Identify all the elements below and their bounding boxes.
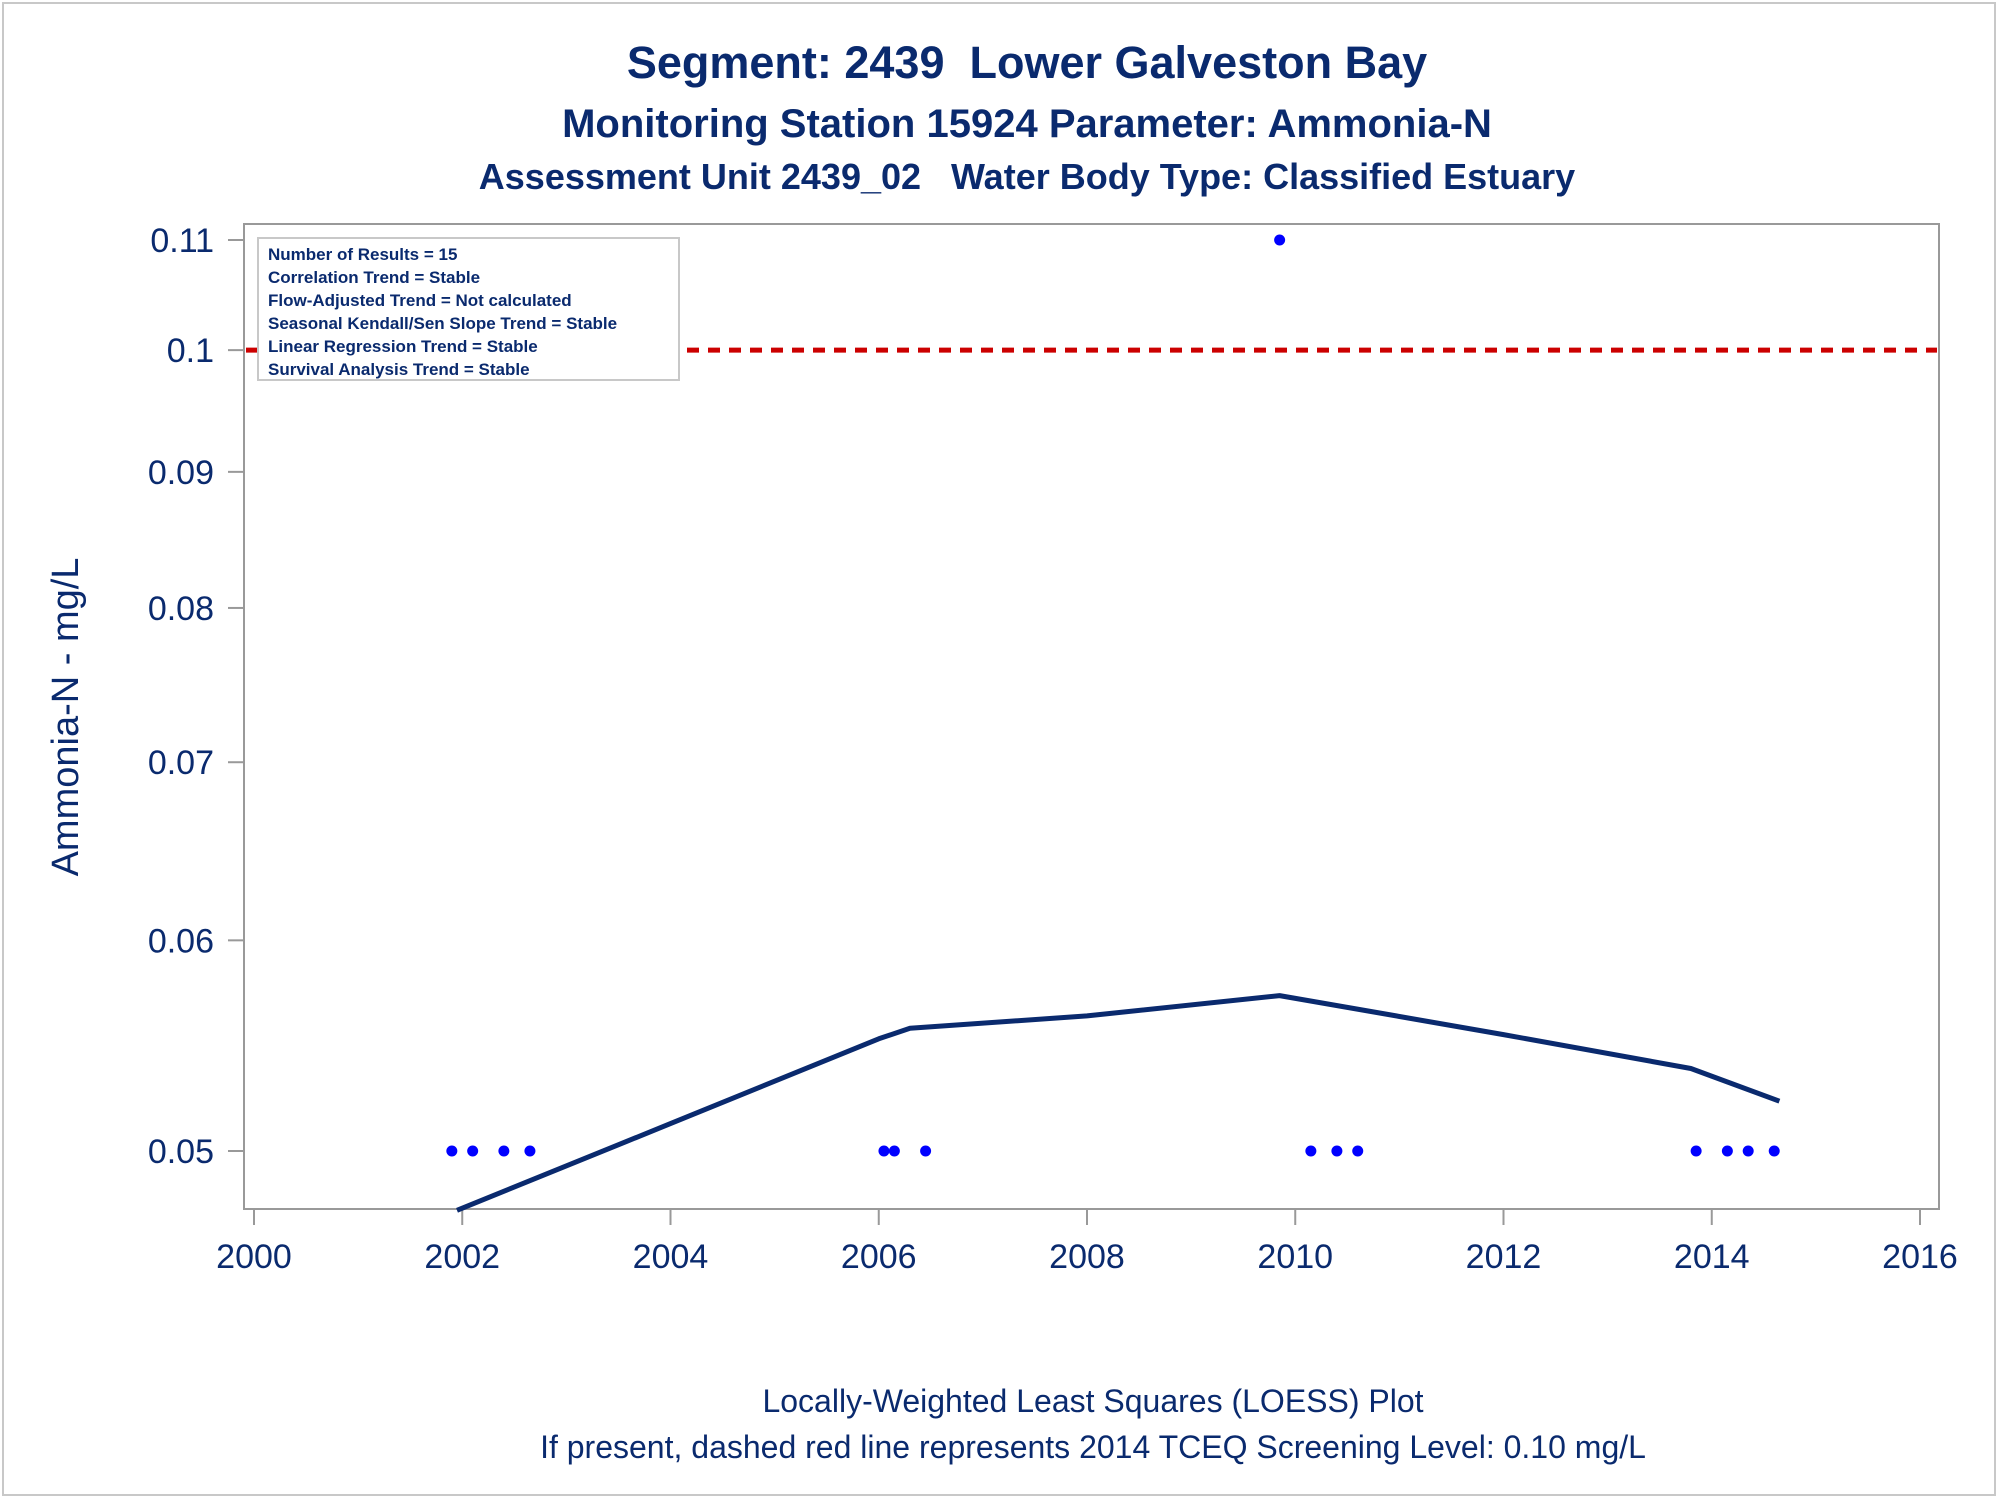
stat-line: Number of Results = 15 [268,245,457,264]
x-tick-label: 2016 [1882,1238,1958,1276]
y-tick-label: 0.05 [148,1133,214,1171]
chart-title: Segment: 2439 Lower Galveston Bay [627,37,1427,88]
x-tick-label: 2004 [633,1238,709,1276]
data-point [1768,1145,1780,1157]
data-point [446,1145,458,1157]
plot-area [243,223,1940,1210]
data-point [888,1145,900,1157]
data-point [467,1145,479,1157]
stat-line: Linear Regression Trend = Stable [268,337,538,356]
loess-curve [456,993,1781,1213]
y-axis: 0.05 0.06 0.07 0.08 0.09 0.1 0.11 [148,222,244,1171]
y-tick-label: 0.09 [148,454,214,492]
data-point [1742,1145,1754,1157]
x-tick-label: 2010 [1257,1238,1333,1276]
trend-stats-box: Number of Results = 15 Correlation Trend… [257,237,680,381]
y-axis-label: Ammonia-N - mg/L [45,558,87,877]
data-point [878,1145,890,1157]
trend-stats-border [257,237,680,381]
data-point [1274,234,1286,246]
y-tick-label: 0.1 [167,332,214,370]
data-point [920,1145,932,1157]
stat-line: Correlation Trend = Stable [268,268,480,287]
chart-subtitle-1: Monitoring Station 15924 Parameter: Ammo… [562,102,1492,146]
stat-line: Survival Analysis Trend = Stable [268,360,530,379]
y-tick-label: 0.08 [148,590,214,628]
stat-line: Seasonal Kendall/Sen Slope Trend = Stabl… [268,314,617,333]
x-tick-label: 2012 [1466,1238,1542,1276]
x-tick-label: 2006 [841,1238,917,1276]
stat-line: Flow-Adjusted Trend = Not calculated [268,291,572,310]
x-axis: 2000 2002 2004 2006 2008 2010 2012 2014 2016 [216,1209,1958,1276]
data-point [524,1145,536,1157]
x-tick-label: 2008 [1049,1238,1125,1276]
data-point [1305,1145,1317,1157]
x-tick-label: 2000 [216,1238,292,1276]
y-tick-label: 0.06 [148,922,214,960]
chart-subtitle-2: Assessment Unit 2439_02 Water Body Type:… [479,156,1575,197]
x-tick-label: 2002 [424,1238,500,1276]
footer-line-1: Locally-Weighted Least Squares (LOESS) P… [762,1383,1423,1419]
footer-line-2: If present, dashed red line represents 2… [540,1429,1646,1465]
data-point [1690,1145,1702,1157]
data-point [1331,1145,1343,1157]
data-point [498,1145,510,1157]
y-tick-label: 0.11 [150,222,214,260]
x-tick-label: 2014 [1674,1238,1750,1276]
data-point [1721,1145,1733,1157]
y-tick-label: 0.07 [148,744,214,782]
data-point [1352,1145,1364,1157]
data-points [446,234,1780,1157]
